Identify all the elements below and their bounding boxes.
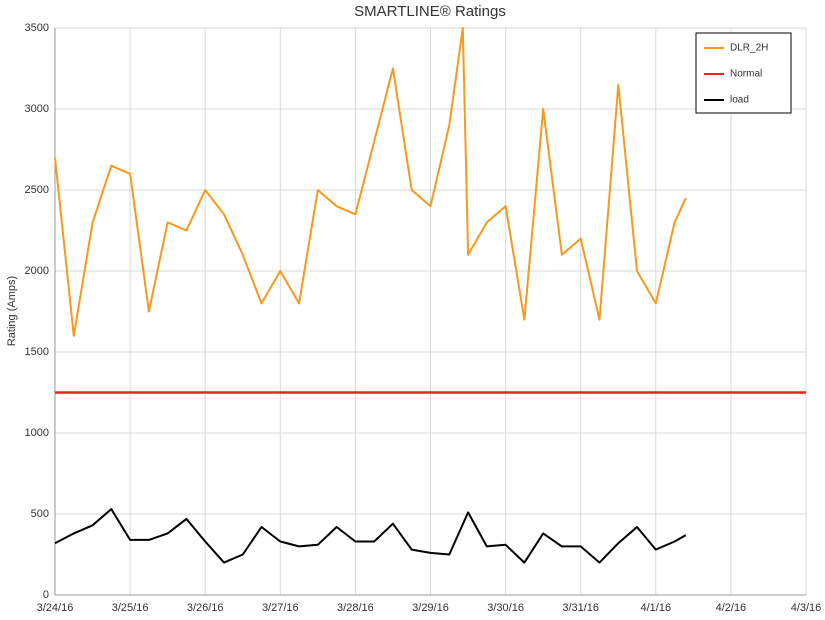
x-tick-label: 4/3/16 [791,602,822,614]
y-tick-label: 2000 [25,265,49,277]
x-tick-label: 3/24/16 [37,602,74,614]
y-tick-label: 1500 [25,346,49,358]
chart-title: SMARTLINE® Ratings [354,3,506,20]
x-tick-label: 3/27/16 [262,602,299,614]
legend-label: Normal [730,69,762,80]
y-tick-label: 0 [43,589,49,601]
x-tick-label: 3/28/16 [337,602,374,614]
x-tick-label: 3/31/16 [562,602,599,614]
y-tick-label: 2500 [25,184,49,196]
y-axis-label: Rating (Amps) [6,276,18,346]
series-line [54,27,687,337]
x-tick-label: 4/2/16 [716,602,747,614]
series-line [54,508,687,564]
y-tick-label: 3000 [25,103,49,115]
x-tick-label: 3/30/16 [487,602,524,614]
y-tick-label: 3500 [25,22,49,34]
y-tick-label: 500 [31,508,49,520]
x-tick-label: 3/26/16 [187,602,224,614]
x-tick-label: 4/1/16 [641,602,672,614]
legend-label: DLR_2H [730,43,768,54]
legend-label: load [730,95,749,106]
y-tick-label: 1000 [25,427,49,439]
x-tick-label: 3/29/16 [412,602,449,614]
x-tick-label: 3/25/16 [112,602,149,614]
